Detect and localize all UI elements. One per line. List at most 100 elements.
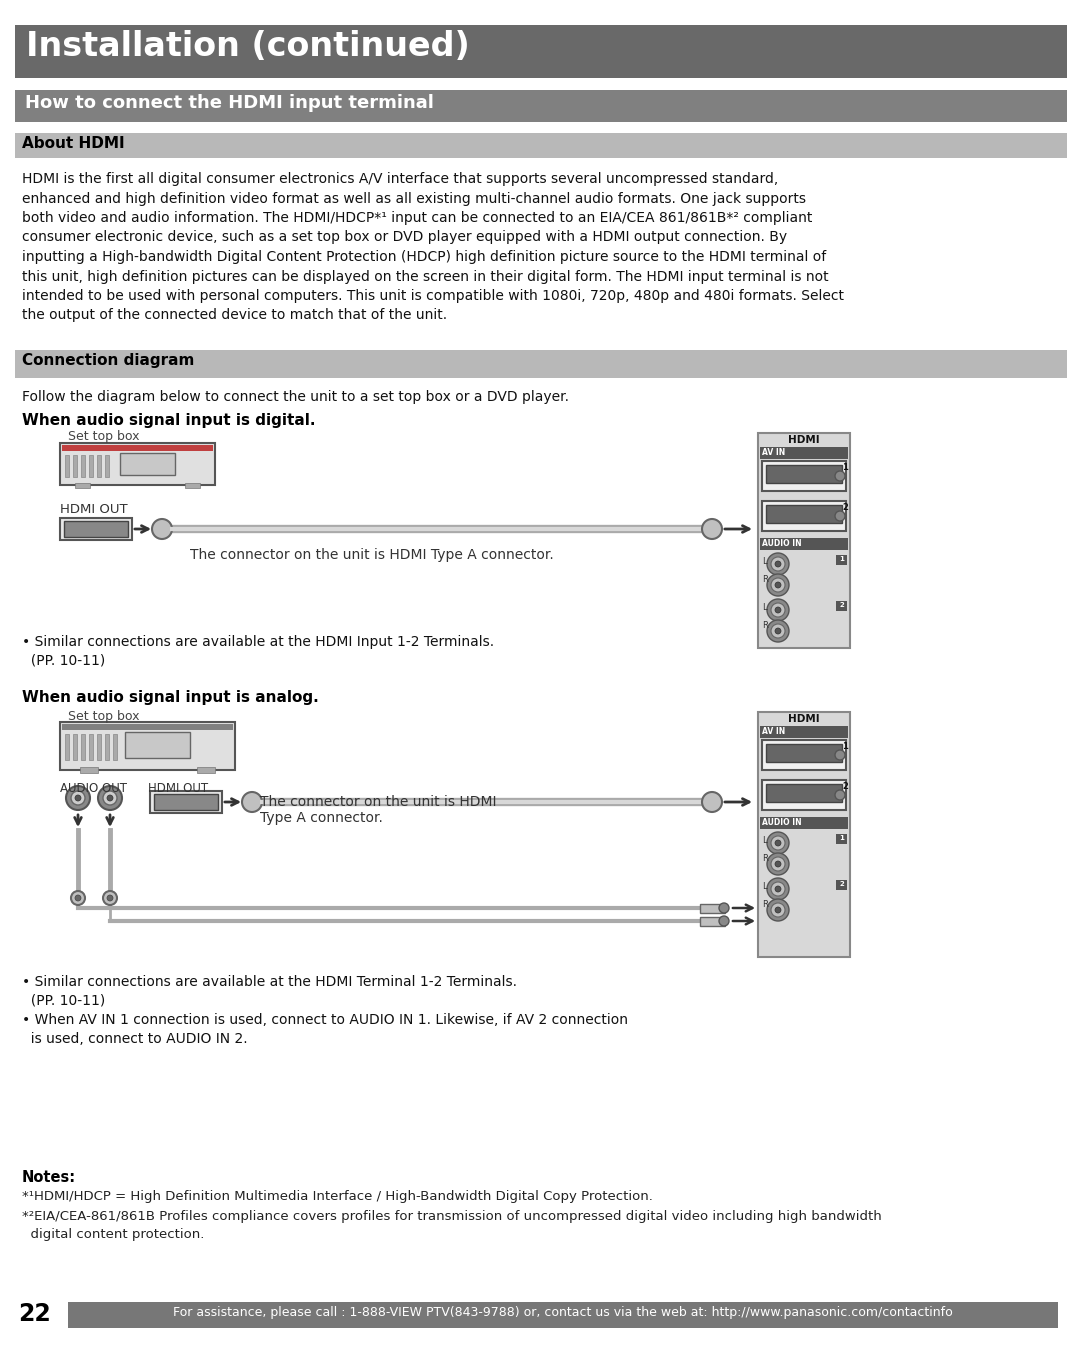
Text: AV IN: AV IN [762,726,785,736]
Text: R: R [762,855,768,863]
Text: HDMI: HDMI [788,435,820,444]
Text: R: R [762,900,768,909]
Circle shape [771,624,785,638]
Bar [766,784,842,801]
Bar [97,455,102,477]
Circle shape [152,519,172,538]
Text: AUDIO OUT: AUDIO OUT [60,782,127,795]
Circle shape [775,840,781,846]
Circle shape [835,791,845,800]
Text: Follow the diagram below to connect the unit to a set top box or a DVD player.: Follow the diagram below to connect the … [22,390,569,403]
Circle shape [107,795,113,801]
Text: • Similar connections are available at the HDMI Terminal 1-2 Terminals.: • Similar connections are available at t… [22,975,517,990]
Circle shape [767,620,789,642]
Bar [97,735,102,761]
Text: 2: 2 [842,782,848,791]
Text: L: L [762,882,767,891]
Text: The connector on the unit is HDMI
Type A connector.: The connector on the unit is HDMI Type A… [260,795,497,825]
Text: L: L [762,602,767,612]
Text: (PP. 10-11): (PP. 10-11) [22,994,105,1009]
Circle shape [775,861,781,867]
Circle shape [835,472,845,481]
Text: HDMI OUT: HDMI OUT [148,782,208,795]
Text: Notes:: Notes: [22,1169,76,1184]
Text: inputting a High-bandwidth Digital Content Protection (HDCP) high definition pic: inputting a High-bandwidth Digital Conte… [22,249,826,264]
Bar [836,834,847,844]
Bar [105,735,109,761]
Bar [150,791,222,812]
Circle shape [771,882,785,895]
Text: 1: 1 [839,556,843,562]
Circle shape [775,886,781,891]
Circle shape [71,791,85,806]
Text: 2: 2 [839,880,843,887]
Bar [60,722,235,770]
Circle shape [767,853,789,875]
Bar [81,735,85,761]
Circle shape [835,750,845,761]
Bar [89,735,93,761]
Text: 2: 2 [842,503,848,512]
Bar [758,711,850,957]
Bar [762,461,846,491]
Bar [113,735,117,761]
Text: 1: 1 [842,463,848,472]
Text: Set top box: Set top box [68,429,139,443]
Circle shape [767,878,789,900]
Bar [73,455,77,477]
Circle shape [771,857,785,871]
Circle shape [775,628,781,634]
Bar [762,740,846,770]
Bar [836,555,847,566]
Text: consumer electronic device, such as a set top box or DVD player equipped with a : consumer electronic device, such as a se… [22,230,787,244]
Bar [64,521,129,537]
Bar [15,134,1067,158]
Text: digital content protection.: digital content protection. [22,1228,204,1240]
Text: When audio signal input is analog.: When audio signal input is analog. [22,690,319,705]
Text: R: R [762,575,768,583]
Bar [65,455,69,477]
Text: this unit, high definition pictures can be displayed on the screen in their digi: this unit, high definition pictures can … [22,270,828,284]
Bar [766,744,842,762]
Text: both video and audio information. The HDMI/HDCP*¹ input can be connected to an E: both video and audio information. The HD… [22,211,812,225]
Bar [65,735,69,761]
Bar [766,506,842,523]
Bar [0,0,1080,25]
Circle shape [75,795,81,801]
Circle shape [75,895,81,901]
Text: AV IN: AV IN [762,448,785,457]
Text: Connection diagram: Connection diagram [22,353,194,368]
Circle shape [702,519,723,538]
Bar [762,502,846,532]
Text: HDMI OUT: HDMI OUT [60,503,127,517]
Text: 22: 22 [18,1302,52,1326]
Circle shape [767,831,789,855]
Bar [766,465,842,483]
Bar [760,447,848,459]
Bar [120,453,175,474]
Text: When audio signal input is digital.: When audio signal input is digital. [22,413,315,428]
Circle shape [719,916,729,925]
Circle shape [775,562,781,567]
Text: • Similar connections are available at the HDMI Input 1-2 Terminals.: • Similar connections are available at t… [22,635,495,649]
Bar [81,455,85,477]
Text: About HDMI: About HDMI [22,136,124,151]
Text: 1: 1 [842,741,848,751]
Text: R: R [762,622,768,630]
Circle shape [702,792,723,812]
Bar [760,726,848,737]
Text: *¹HDMI/HDCP = High Definition Multimedia Interface / High-Bandwidth Digital Copy: *¹HDMI/HDCP = High Definition Multimedia… [22,1190,653,1204]
Bar [154,795,218,810]
Circle shape [66,786,90,810]
Circle shape [71,891,85,905]
Circle shape [98,786,122,810]
Bar [836,601,847,611]
Circle shape [767,574,789,596]
Bar [15,350,1067,378]
Circle shape [771,904,785,917]
Circle shape [771,578,785,592]
Text: • When AV IN 1 connection is used, connect to AUDIO IN 1. Likewise, if AV 2 conn: • When AV IN 1 connection is used, conne… [22,1013,627,1026]
Circle shape [103,891,117,905]
Text: (PP. 10-11): (PP. 10-11) [22,654,105,668]
Bar [75,483,90,488]
